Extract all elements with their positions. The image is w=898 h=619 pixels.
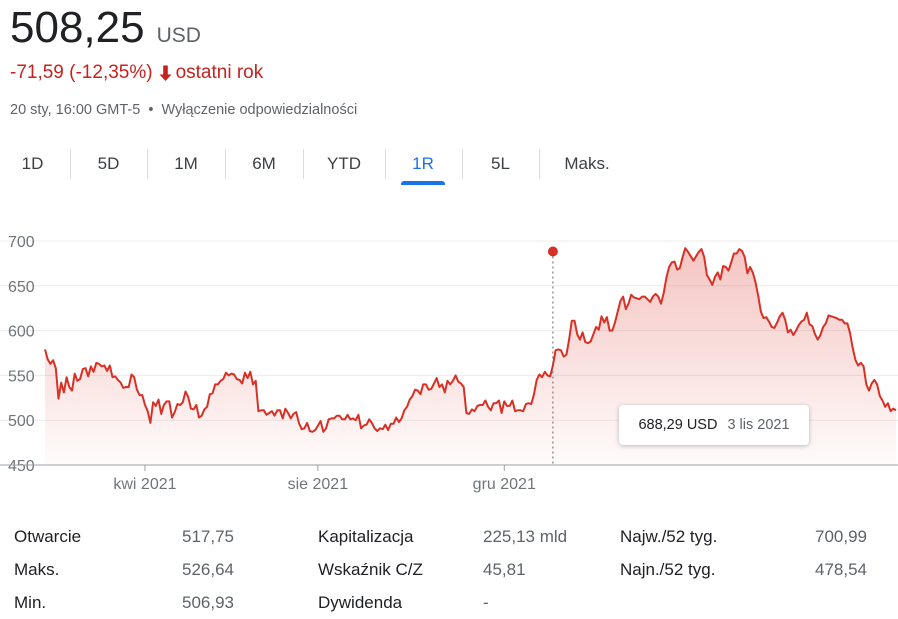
stat-label: Najw./52 tyg. xyxy=(620,527,718,546)
tab-ytd[interactable]: YTD xyxy=(327,154,361,173)
stat-label: Dywidenda xyxy=(318,593,403,612)
tab-1d[interactable]: 1D xyxy=(21,154,44,173)
tab-divider xyxy=(385,149,386,179)
stat-value: 526,64 xyxy=(182,560,234,579)
stat-value: - xyxy=(483,593,489,612)
y-tick-label: 500 xyxy=(8,413,35,430)
tooltip-date: 3 lis 2021 xyxy=(727,417,790,433)
tab-1r[interactable]: 1R xyxy=(401,146,445,185)
y-tick-label: 450 xyxy=(8,458,35,475)
tab-divider xyxy=(303,149,304,179)
current-price: 508,25 xyxy=(10,3,145,52)
x-tick-label: kwi 2021 xyxy=(113,476,176,493)
tooltip-price: 688,29 USD xyxy=(638,417,718,433)
chart-tooltip: 688,29 USD 3 lis 2021 xyxy=(619,405,809,445)
stat-label: Min. xyxy=(14,593,47,612)
stat-value: 478,54 xyxy=(815,560,867,579)
tab-divider xyxy=(147,149,148,179)
quote-timestamp: 20 sty, 16:00 GMT-5 xyxy=(10,102,141,118)
tab-max[interactable]: Maks. xyxy=(564,154,610,173)
disclaimer-link[interactable]: Wyłączenie odpowiedzialności xyxy=(161,102,358,118)
stat-dividend: Dywidenda - xyxy=(318,590,489,616)
y-tick-label: 650 xyxy=(8,279,35,296)
y-tick-label: 600 xyxy=(8,324,35,341)
x-tick-label: gru 2021 xyxy=(473,476,536,493)
tab-divider xyxy=(539,149,540,179)
quote-header: 508,25 USD xyxy=(10,0,201,56)
stat-low: Min. 506,93 xyxy=(14,590,234,616)
range-tabs: 1D 5D 1M 6M YTD 1R 5L Maks. xyxy=(0,146,640,186)
change-value: -71,59 (-12,35%) xyxy=(10,62,153,83)
stat-value: 225,13 mld xyxy=(483,527,568,546)
stat-label: Najn./52 tyg. xyxy=(620,560,716,579)
stat-market-cap: Kapitalizacja 225,13 mld xyxy=(318,524,567,550)
stat-value: 517,75 xyxy=(182,527,234,546)
stat-value: 45,81 xyxy=(483,560,526,579)
stat-value: 506,93 xyxy=(182,593,234,612)
stat-52w-low: Najn./52 tyg. 478,54 xyxy=(620,557,867,583)
quote-meta: 20 sty, 16:00 GMT-5 • Wyłączenie odpowie… xyxy=(10,102,357,118)
y-tick-label: 700 xyxy=(8,234,35,251)
currency-code: USD xyxy=(156,24,201,47)
tab-divider xyxy=(462,149,463,179)
price-change: -71,59 (-12,35%) ostatni rok xyxy=(10,62,263,84)
stat-label: Wskaźnik C/Z xyxy=(318,560,423,579)
stat-label: Maks. xyxy=(14,560,60,579)
tab-1m[interactable]: 1M xyxy=(174,154,198,173)
tab-6m[interactable]: 6M xyxy=(252,154,276,173)
arrow-down-icon xyxy=(159,65,172,81)
tab-5l[interactable]: 5L xyxy=(491,154,510,173)
change-period: ostatni rok xyxy=(175,62,264,83)
meta-separator: • xyxy=(148,102,154,118)
y-tick-label: 550 xyxy=(8,368,35,385)
price-line xyxy=(44,247,897,433)
active-tab-indicator xyxy=(401,181,445,185)
hover-point xyxy=(547,246,558,257)
x-tick-label: sie 2021 xyxy=(288,476,349,493)
stat-pe-ratio: Wskaźnik C/Z 45,81 xyxy=(318,557,526,583)
stat-label: Otwarcie xyxy=(14,527,82,546)
tab-divider xyxy=(225,149,226,179)
tab-divider xyxy=(70,149,71,179)
stat-label: Kapitalizacja xyxy=(318,527,414,546)
stat-52w-high: Najw./52 tyg. 700,99 xyxy=(620,524,867,550)
tab-5d[interactable]: 5D xyxy=(97,154,120,173)
price-chart[interactable]: 700 650 600 550 500 450 kwi 2021 sie 2021 gru 20… xyxy=(0,225,898,495)
stat-high: Maks. 526,64 xyxy=(14,557,234,583)
stat-value: 700,99 xyxy=(815,527,867,546)
stat-open: Otwarcie 517,75 xyxy=(14,524,234,550)
